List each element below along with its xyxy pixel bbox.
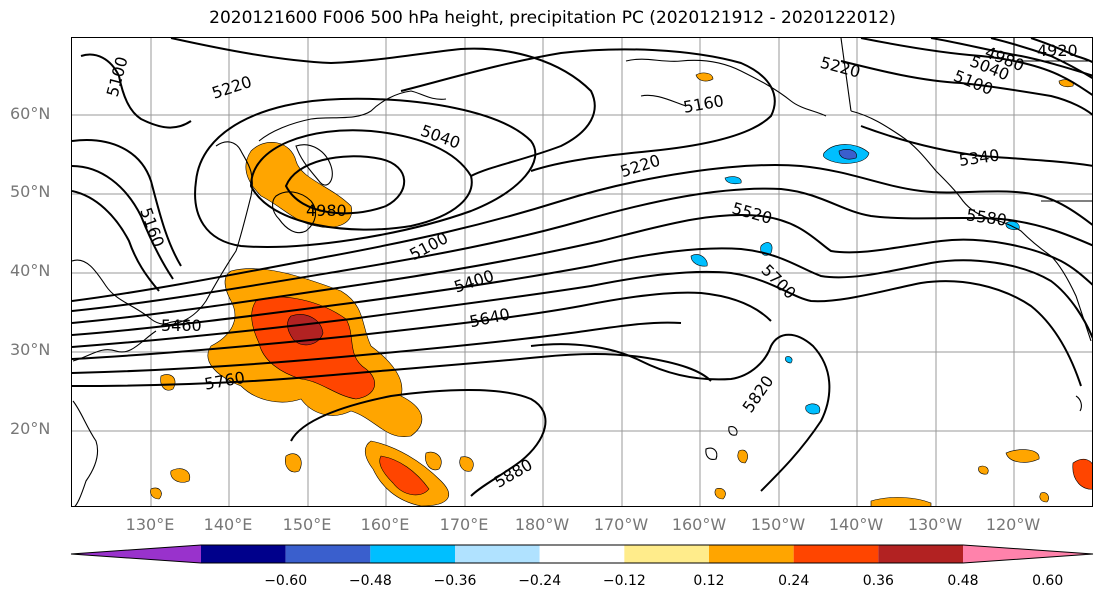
contour-label: 5220 bbox=[210, 72, 255, 103]
contour-label: 5820 bbox=[739, 372, 778, 416]
precip-positive-shading bbox=[150, 72, 1092, 506]
lon-label-160w: 160°W bbox=[671, 515, 727, 534]
contour-label: 5400 bbox=[452, 266, 497, 297]
lon-label-180w: 180°W bbox=[514, 515, 570, 534]
colorbar-tick-label: −0.60 bbox=[264, 573, 308, 589]
contour-label: 4920 bbox=[1037, 41, 1078, 60]
colorbar-segment bbox=[201, 545, 286, 563]
colorbar-extend-min bbox=[71, 545, 201, 563]
contour-label: 5340 bbox=[958, 146, 1001, 170]
lon-label-120w: 120°W bbox=[985, 515, 1041, 534]
graticule bbox=[72, 38, 1092, 506]
colorbar-segment bbox=[709, 545, 794, 563]
colorbar-tick-label: −0.48 bbox=[348, 573, 392, 589]
contour-label: 5220 bbox=[818, 53, 862, 82]
colorbar-segment bbox=[878, 545, 963, 563]
lon-label-140e: 140°E bbox=[203, 515, 253, 534]
colorbar-tick-label: −0.36 bbox=[433, 573, 477, 589]
lon-label-170w: 170°W bbox=[593, 515, 649, 534]
colorbar-tick-label: 0.48 bbox=[947, 573, 979, 589]
contour-label: 5220 bbox=[618, 151, 663, 182]
precip-negative-shading bbox=[690, 144, 1020, 415]
map-panel[interactable]: 5100 5220 5040 4980 5160 5100 5460 5760 … bbox=[71, 37, 1093, 507]
colorbar-tick-label: −0.24 bbox=[518, 573, 562, 589]
colorbar-segment bbox=[285, 545, 371, 563]
lat-label-30n: 30°N bbox=[10, 340, 51, 359]
height-contours bbox=[72, 38, 1092, 497]
contour-label: 5160 bbox=[136, 205, 168, 250]
colorbar-tick-label: 0.12 bbox=[693, 573, 725, 589]
colorbar-segment bbox=[455, 545, 540, 563]
lon-label-130e: 130°E bbox=[125, 515, 175, 534]
colorbar-segment bbox=[624, 545, 709, 563]
contour-label: 5880 bbox=[491, 455, 536, 492]
lon-label-130w: 130°W bbox=[907, 515, 963, 534]
lat-label-50n: 50°N bbox=[10, 182, 51, 201]
colorbar-segment bbox=[370, 545, 455, 563]
lon-label-160e: 160°E bbox=[360, 515, 410, 534]
colorbar-segment bbox=[793, 545, 879, 563]
colorbar-tick-label: 0.24 bbox=[778, 573, 810, 589]
map-svg: 5100 5220 5040 4980 5160 5100 5460 5760 … bbox=[72, 38, 1092, 506]
contour-label: 5580 bbox=[965, 205, 1008, 229]
contour-label: 5520 bbox=[730, 198, 774, 227]
colorbar-extend-max bbox=[963, 545, 1093, 563]
contour-label: 5160 bbox=[682, 91, 725, 117]
contour-label: 5760 bbox=[203, 368, 246, 394]
colorbar-outline bbox=[70, 544, 1094, 564]
contour-label: 5100 bbox=[406, 228, 451, 264]
lat-label-20n: 20°N bbox=[10, 419, 51, 438]
contour-label: 4980 bbox=[306, 201, 347, 220]
lon-label-150w: 150°W bbox=[750, 515, 806, 534]
contour-label: 5640 bbox=[468, 304, 512, 331]
lon-label-170e: 170°E bbox=[439, 515, 489, 534]
map-title: 2020121600 F006 500 hPa height, precipit… bbox=[209, 8, 896, 28]
colorbar-tick-label: −0.12 bbox=[602, 573, 646, 589]
lon-label-150e: 150°E bbox=[282, 515, 332, 534]
colorbar-tick-label: 0.60 bbox=[1032, 573, 1064, 589]
lat-label-60n: 60°N bbox=[10, 104, 51, 123]
lon-label-140w: 140°W bbox=[828, 515, 884, 534]
colorbar-segments bbox=[70, 544, 1094, 564]
colorbar-segment bbox=[539, 545, 625, 563]
lat-label-40n: 40°N bbox=[10, 261, 51, 280]
contour-label: 5460 bbox=[161, 316, 202, 335]
colorbar-tick-label: 0.36 bbox=[862, 573, 894, 589]
